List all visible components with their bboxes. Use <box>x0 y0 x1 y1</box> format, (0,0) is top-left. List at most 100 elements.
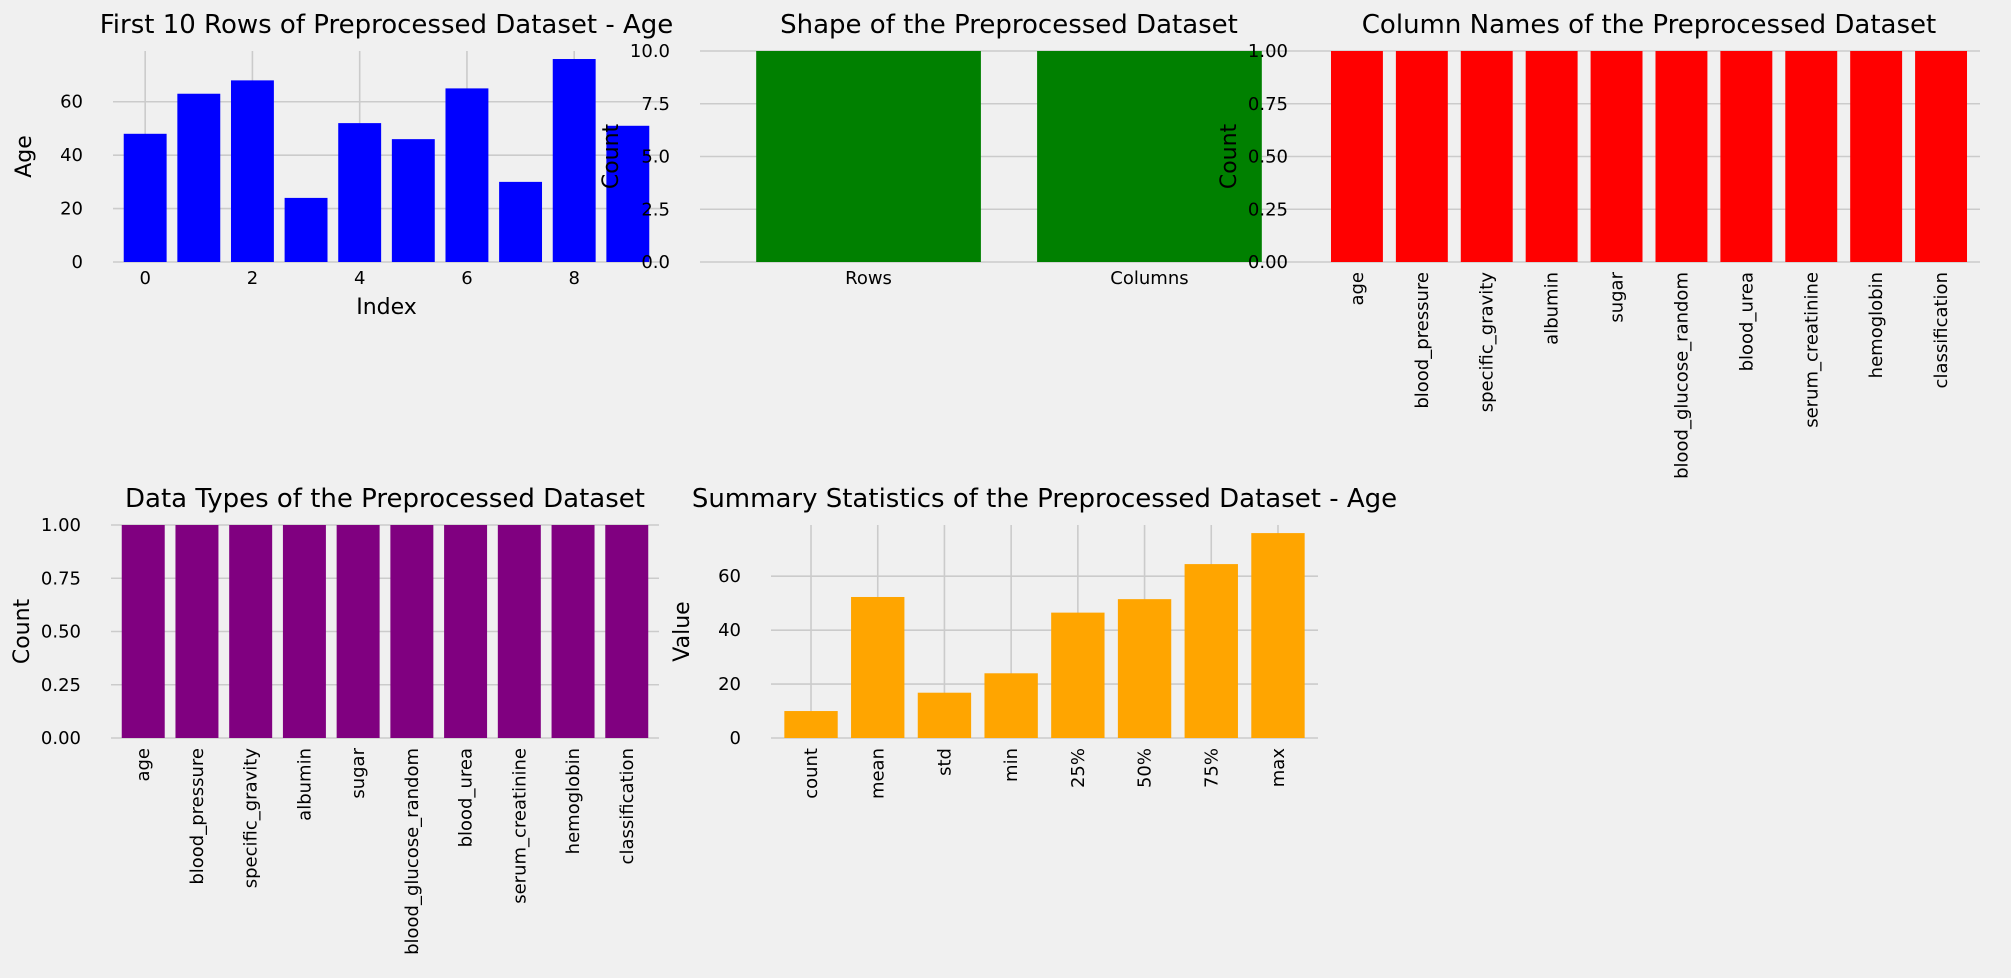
y-tick-label: 60 <box>718 566 741 587</box>
y-tick-label: 10.0 <box>630 41 670 62</box>
x-tick-label: albumin <box>1542 272 1563 345</box>
bar <box>551 525 595 738</box>
x-tick-label: blood_pressure <box>187 748 208 885</box>
y-axis-label: Count <box>599 123 624 189</box>
chart-data-types: 0.00 0.25 0.50 0.75 1.00 age blood_pressure spe… <box>10 484 659 955</box>
chart-summary-statistics: 0 20 40 60 count mean std min 25% 50% 75% max Summar… <box>670 484 1397 799</box>
x-tick-label: sugar <box>348 747 369 798</box>
x-tick-label: blood_urea <box>456 748 477 847</box>
y-tick-label: 40 <box>60 145 83 166</box>
chart-title: Shape of the Preprocessed Dataset <box>780 10 1238 40</box>
bar <box>1184 564 1238 738</box>
y-tick-label: 0.0 <box>641 252 670 273</box>
bar <box>784 711 838 738</box>
bar <box>123 133 167 262</box>
y-tick-label: 0.50 <box>41 622 81 643</box>
bar <box>1251 533 1305 738</box>
bar <box>605 525 649 738</box>
bar <box>499 181 543 262</box>
y-tick-label: 0.00 <box>1248 252 1288 273</box>
bar <box>1117 599 1172 738</box>
bar <box>1590 51 1643 262</box>
x-tick-label: sugar <box>1607 271 1628 322</box>
chart-column-names: 0.00 0.25 0.50 0.75 1.00 age blood_pressure spe… <box>1217 10 1980 479</box>
bar <box>177 93 221 262</box>
x-tick-label: classification <box>1931 272 1952 388</box>
x-tick-label: Columns <box>1110 268 1188 289</box>
bar <box>121 525 165 738</box>
x-tick-label: 8 <box>568 268 579 289</box>
bar <box>1051 612 1105 738</box>
y-tick-label: 5.0 <box>641 147 670 168</box>
chart-title: First 10 Rows of Preprocessed Dataset - … <box>100 10 674 40</box>
y-tick-label: 0.00 <box>41 728 81 749</box>
y-tick-label: 20 <box>718 674 741 695</box>
bar <box>1037 51 1262 262</box>
x-tick-label: blood_urea <box>1736 272 1757 371</box>
x-tick-label: age <box>133 748 154 782</box>
y-tick-label: 40 <box>718 620 741 641</box>
bar <box>230 80 274 262</box>
x-tick-label: classification <box>617 748 638 864</box>
bar <box>445 88 489 263</box>
bar <box>390 525 434 738</box>
x-tick-label: 50% <box>1135 748 1156 788</box>
bar <box>851 596 905 738</box>
y-tick-label: 1.00 <box>1248 41 1288 62</box>
y-tick-label: 2.5 <box>641 199 670 220</box>
bar <box>1915 51 1968 262</box>
bar <box>917 692 972 738</box>
x-tick-label: blood_glucose_random <box>402 748 423 955</box>
bar <box>1460 51 1513 262</box>
y-tick-label: 0 <box>72 252 83 273</box>
bar <box>984 673 1038 738</box>
x-tick-label: Rows <box>845 268 892 289</box>
bar <box>175 525 219 738</box>
x-tick-label: 0 <box>139 268 150 289</box>
x-tick-label: 75% <box>1201 748 1222 788</box>
x-tick-label: blood_pressure <box>1412 272 1433 409</box>
x-tick-label: mean <box>868 748 889 799</box>
x-tick-label: 25% <box>1068 748 1089 788</box>
bar <box>1850 51 1903 262</box>
y-axis-label: Value <box>670 601 695 661</box>
y-tick-label: 0.25 <box>1248 199 1288 220</box>
x-tick-label: serum_creatinine <box>509 748 530 904</box>
x-tick-label: specific_gravity <box>1477 272 1498 413</box>
bar <box>606 125 650 262</box>
x-tick-label: 4 <box>354 268 365 289</box>
bar <box>756 51 981 262</box>
chart-title: Column Names of the Preprocessed Dataset <box>1362 10 1936 40</box>
bar <box>1655 51 1708 262</box>
bar <box>1720 51 1773 262</box>
bar <box>1330 51 1383 262</box>
bar <box>1785 51 1838 262</box>
x-tick-label: specific_gravity <box>241 748 262 889</box>
chart-age-first10: 0 20 40 60 0 2 4 6 8 First 10 Rows of Preprocesse… <box>12 10 673 320</box>
x-tick-label: max <box>1268 748 1289 788</box>
bar <box>338 123 382 262</box>
y-axis-label: Count <box>10 598 35 664</box>
y-tick-label: 0.50 <box>1248 147 1288 168</box>
x-tick-label: hemoglobin <box>1866 272 1887 378</box>
y-tick-label: 20 <box>60 199 83 220</box>
y-tick-label: 7.5 <box>641 94 670 115</box>
x-tick-label: blood_glucose_random <box>1671 272 1692 479</box>
y-axis-label: Count <box>1217 123 1242 189</box>
x-axis-label: Index <box>356 295 417 320</box>
bar <box>497 525 541 738</box>
y-tick-label: 0.75 <box>1248 94 1288 115</box>
y-tick-label: 0.25 <box>41 675 81 696</box>
y-tick-label: 60 <box>60 92 83 113</box>
y-axis-label: Age <box>12 135 37 178</box>
bar <box>391 139 435 262</box>
x-tick-label: 6 <box>461 268 472 289</box>
bar <box>1525 51 1578 262</box>
y-tick-label: 0.75 <box>41 568 81 589</box>
x-tick-label: min <box>1001 748 1022 782</box>
bar <box>284 197 328 262</box>
bar <box>282 525 326 738</box>
x-tick-label: std <box>934 748 955 776</box>
chart-title: Data Types of the Preprocessed Dataset <box>125 484 645 514</box>
